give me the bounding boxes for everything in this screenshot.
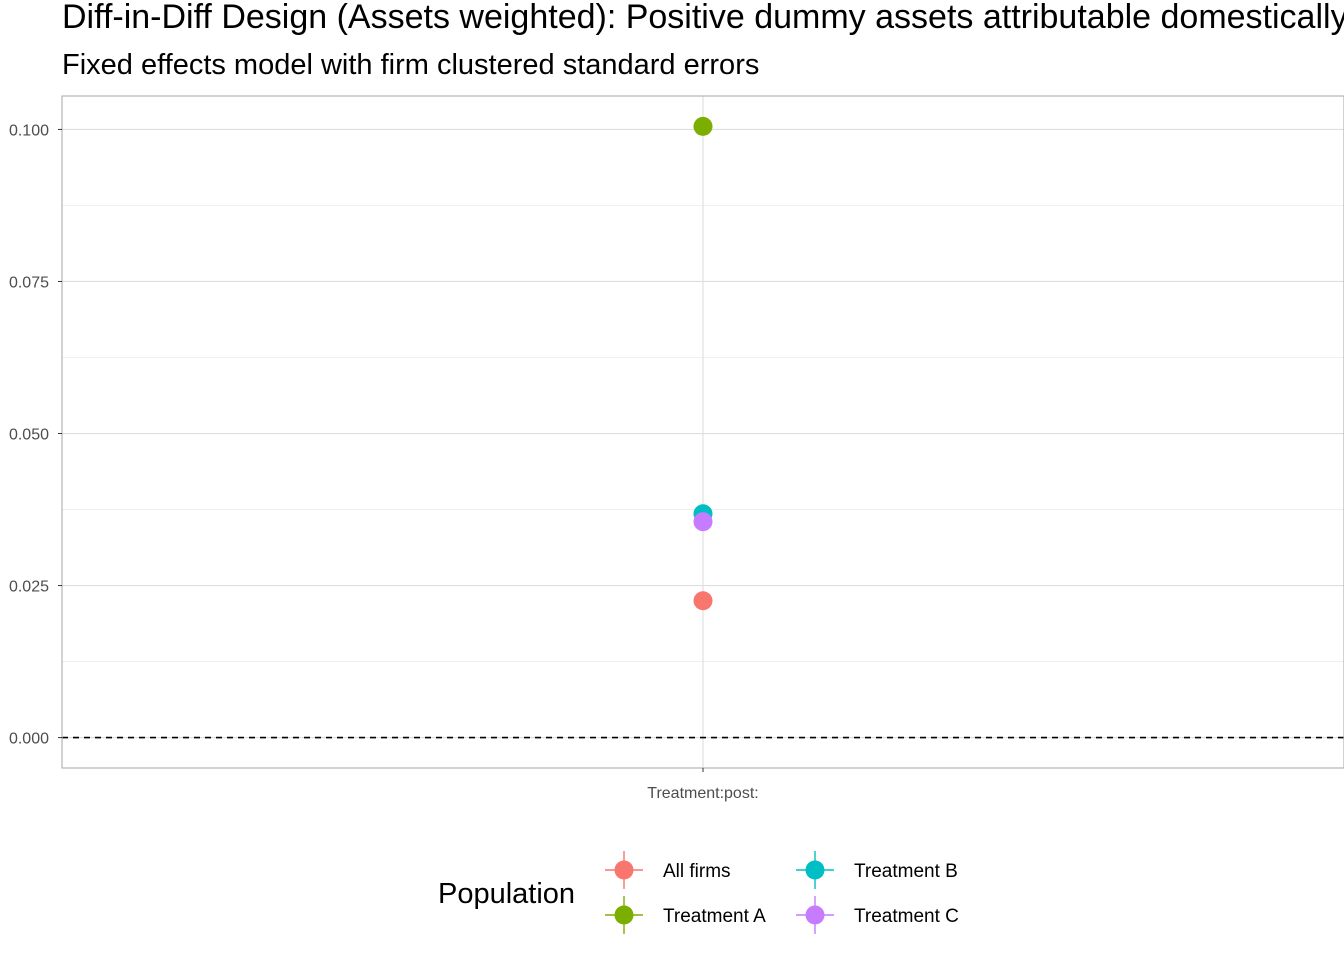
y-tick-label: 0.075 bbox=[9, 274, 49, 291]
legend-key-dot bbox=[805, 905, 825, 925]
legend-item: All firms bbox=[605, 851, 731, 889]
data-points bbox=[693, 116, 713, 611]
data-point-treatment-a bbox=[693, 116, 713, 136]
legend-label: Treatment C bbox=[854, 906, 959, 927]
legend-key-dot bbox=[614, 860, 634, 880]
legend-key-dot bbox=[805, 860, 825, 880]
chart-title: Diff-in-Diff Design (Assets weighted): P… bbox=[62, 0, 1344, 36]
legend-label: All firms bbox=[663, 861, 731, 882]
legend-label: Treatment A bbox=[663, 906, 766, 927]
legend-items: All firms Treatment A Treatment B Treatment… bbox=[605, 851, 959, 934]
x-axis-ticks: Treatment:post: bbox=[647, 768, 759, 802]
legend-title: Population bbox=[438, 878, 575, 910]
y-tick-label: 0.100 bbox=[9, 122, 49, 139]
data-point-treatment-c bbox=[693, 512, 713, 532]
legend-item: Treatment B bbox=[796, 851, 958, 889]
plot-area bbox=[61, 95, 1344, 769]
chart-subtitle: Fixed effects model with firm clustered … bbox=[62, 49, 759, 81]
y-tick-label: 0.025 bbox=[9, 579, 49, 596]
legend-key-dot bbox=[614, 905, 634, 925]
data-point-all-firms bbox=[693, 591, 713, 611]
legend-item: Treatment A bbox=[605, 896, 766, 934]
y-tick-label: 0.050 bbox=[9, 427, 49, 444]
y-axis-ticks: 0.000 0.025 0.050 0.075 0.100 bbox=[9, 122, 62, 748]
x-tick-label: Treatment:post: bbox=[647, 785, 758, 802]
legend-label: Treatment B bbox=[854, 861, 958, 882]
legend-item: Treatment C bbox=[796, 896, 959, 934]
legend: Population All firms Treatment A Treatment… bbox=[438, 851, 959, 934]
y-tick-label: 0.000 bbox=[9, 731, 49, 748]
